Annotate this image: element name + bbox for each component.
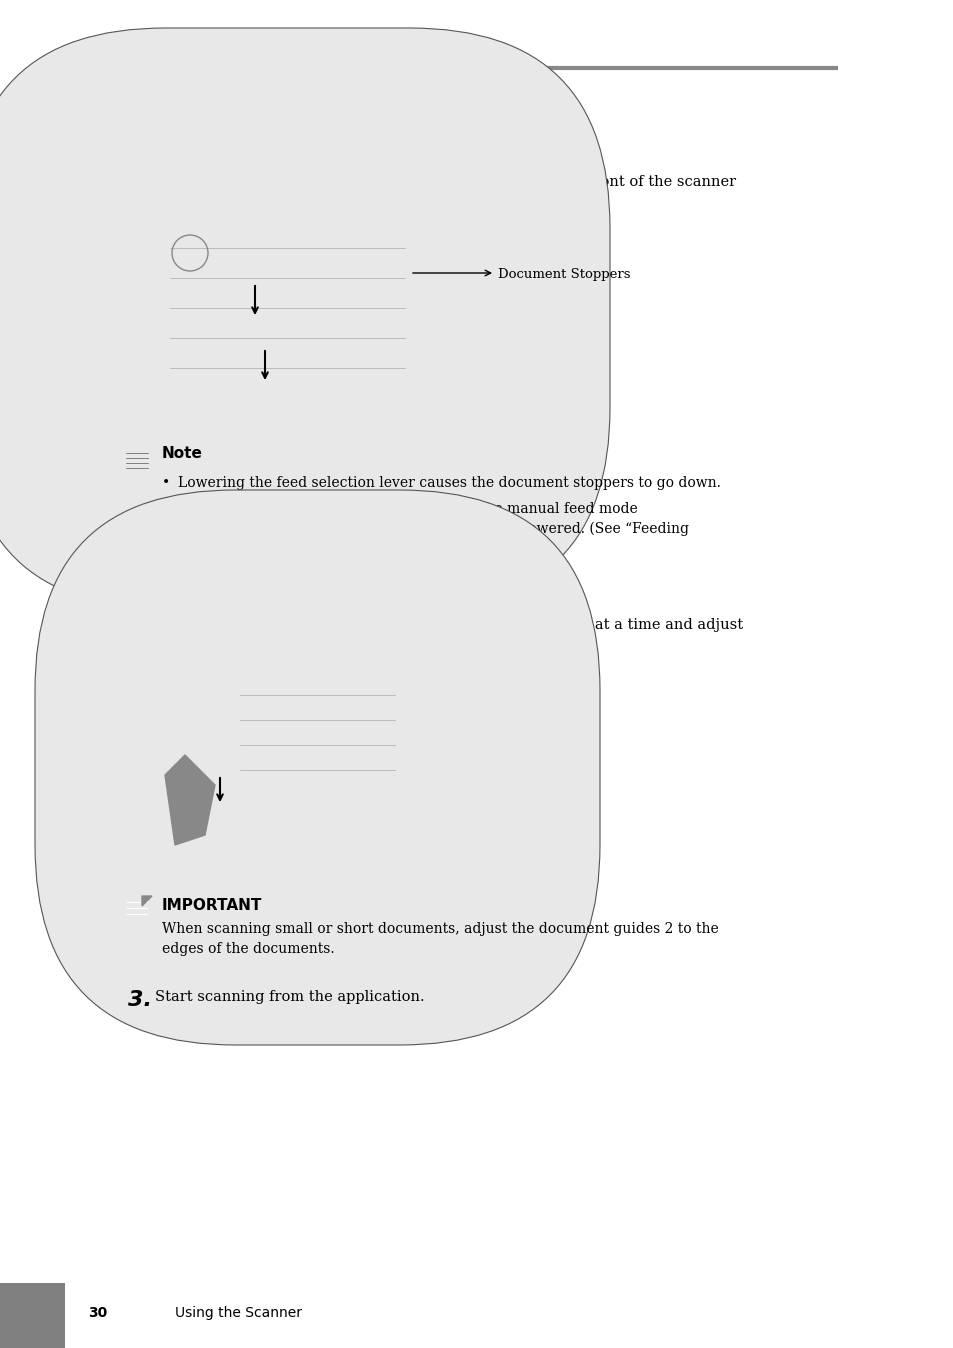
FancyBboxPatch shape — [35, 491, 599, 1045]
Text: 3.: 3. — [128, 989, 152, 1010]
Text: 1.: 1. — [128, 175, 152, 195]
Polygon shape — [142, 896, 152, 906]
Text: Option,” on p. 83.): Option,” on p. 83.) — [194, 542, 324, 557]
Text: IMPORTANT: IMPORTANT — [162, 898, 262, 913]
Bar — [122, 448, 152, 476]
Text: down (←—).: down (←—). — [154, 195, 242, 210]
Bar — [154, 675, 419, 869]
Bar — [0, 1283, 65, 1348]
Text: Start scanning from the application.: Start scanning from the application. — [154, 989, 424, 1004]
Text: The ISIS/TWAIN driver settings change to the manual feed mode: The ISIS/TWAIN driver settings change to… — [178, 501, 638, 516]
Text: •: • — [162, 476, 170, 491]
Text: 2.: 2. — [128, 617, 152, 638]
Polygon shape — [165, 755, 214, 845]
Text: Document Stoppers: Document Stoppers — [497, 268, 630, 280]
Text: Move the feed selection lever on the lower left side of the front of the scanner: Move the feed selection lever on the low… — [154, 175, 736, 189]
Text: How to Feed with the Bypass Mode: How to Feed with the Bypass Mode — [120, 119, 533, 137]
Text: automatically when the feed selection lever is lowered. (See “Feeding: automatically when the feed selection le… — [194, 522, 688, 537]
Text: When scanning small or short documents, adjust the document guides 2 to the: When scanning small or short documents, … — [162, 922, 718, 936]
Text: Lowering the feed selection lever causes the document stoppers to go down.: Lowering the feed selection lever causes… — [178, 476, 720, 491]
FancyBboxPatch shape — [0, 28, 609, 608]
Text: Using the Scanner: Using the Scanner — [174, 1306, 302, 1320]
Text: Note: Note — [162, 446, 203, 461]
Text: edges of the documents.: edges of the documents. — [162, 942, 335, 956]
Text: Place the document into the document feed tray one sheet at a time and adjust: Place the document into the document fee… — [154, 617, 742, 632]
Bar — [122, 896, 152, 923]
Bar — [154, 218, 419, 418]
Text: •: • — [162, 501, 170, 516]
Text: the position of the document guides.: the position of the document guides. — [154, 639, 427, 652]
Text: 30: 30 — [88, 1306, 107, 1320]
